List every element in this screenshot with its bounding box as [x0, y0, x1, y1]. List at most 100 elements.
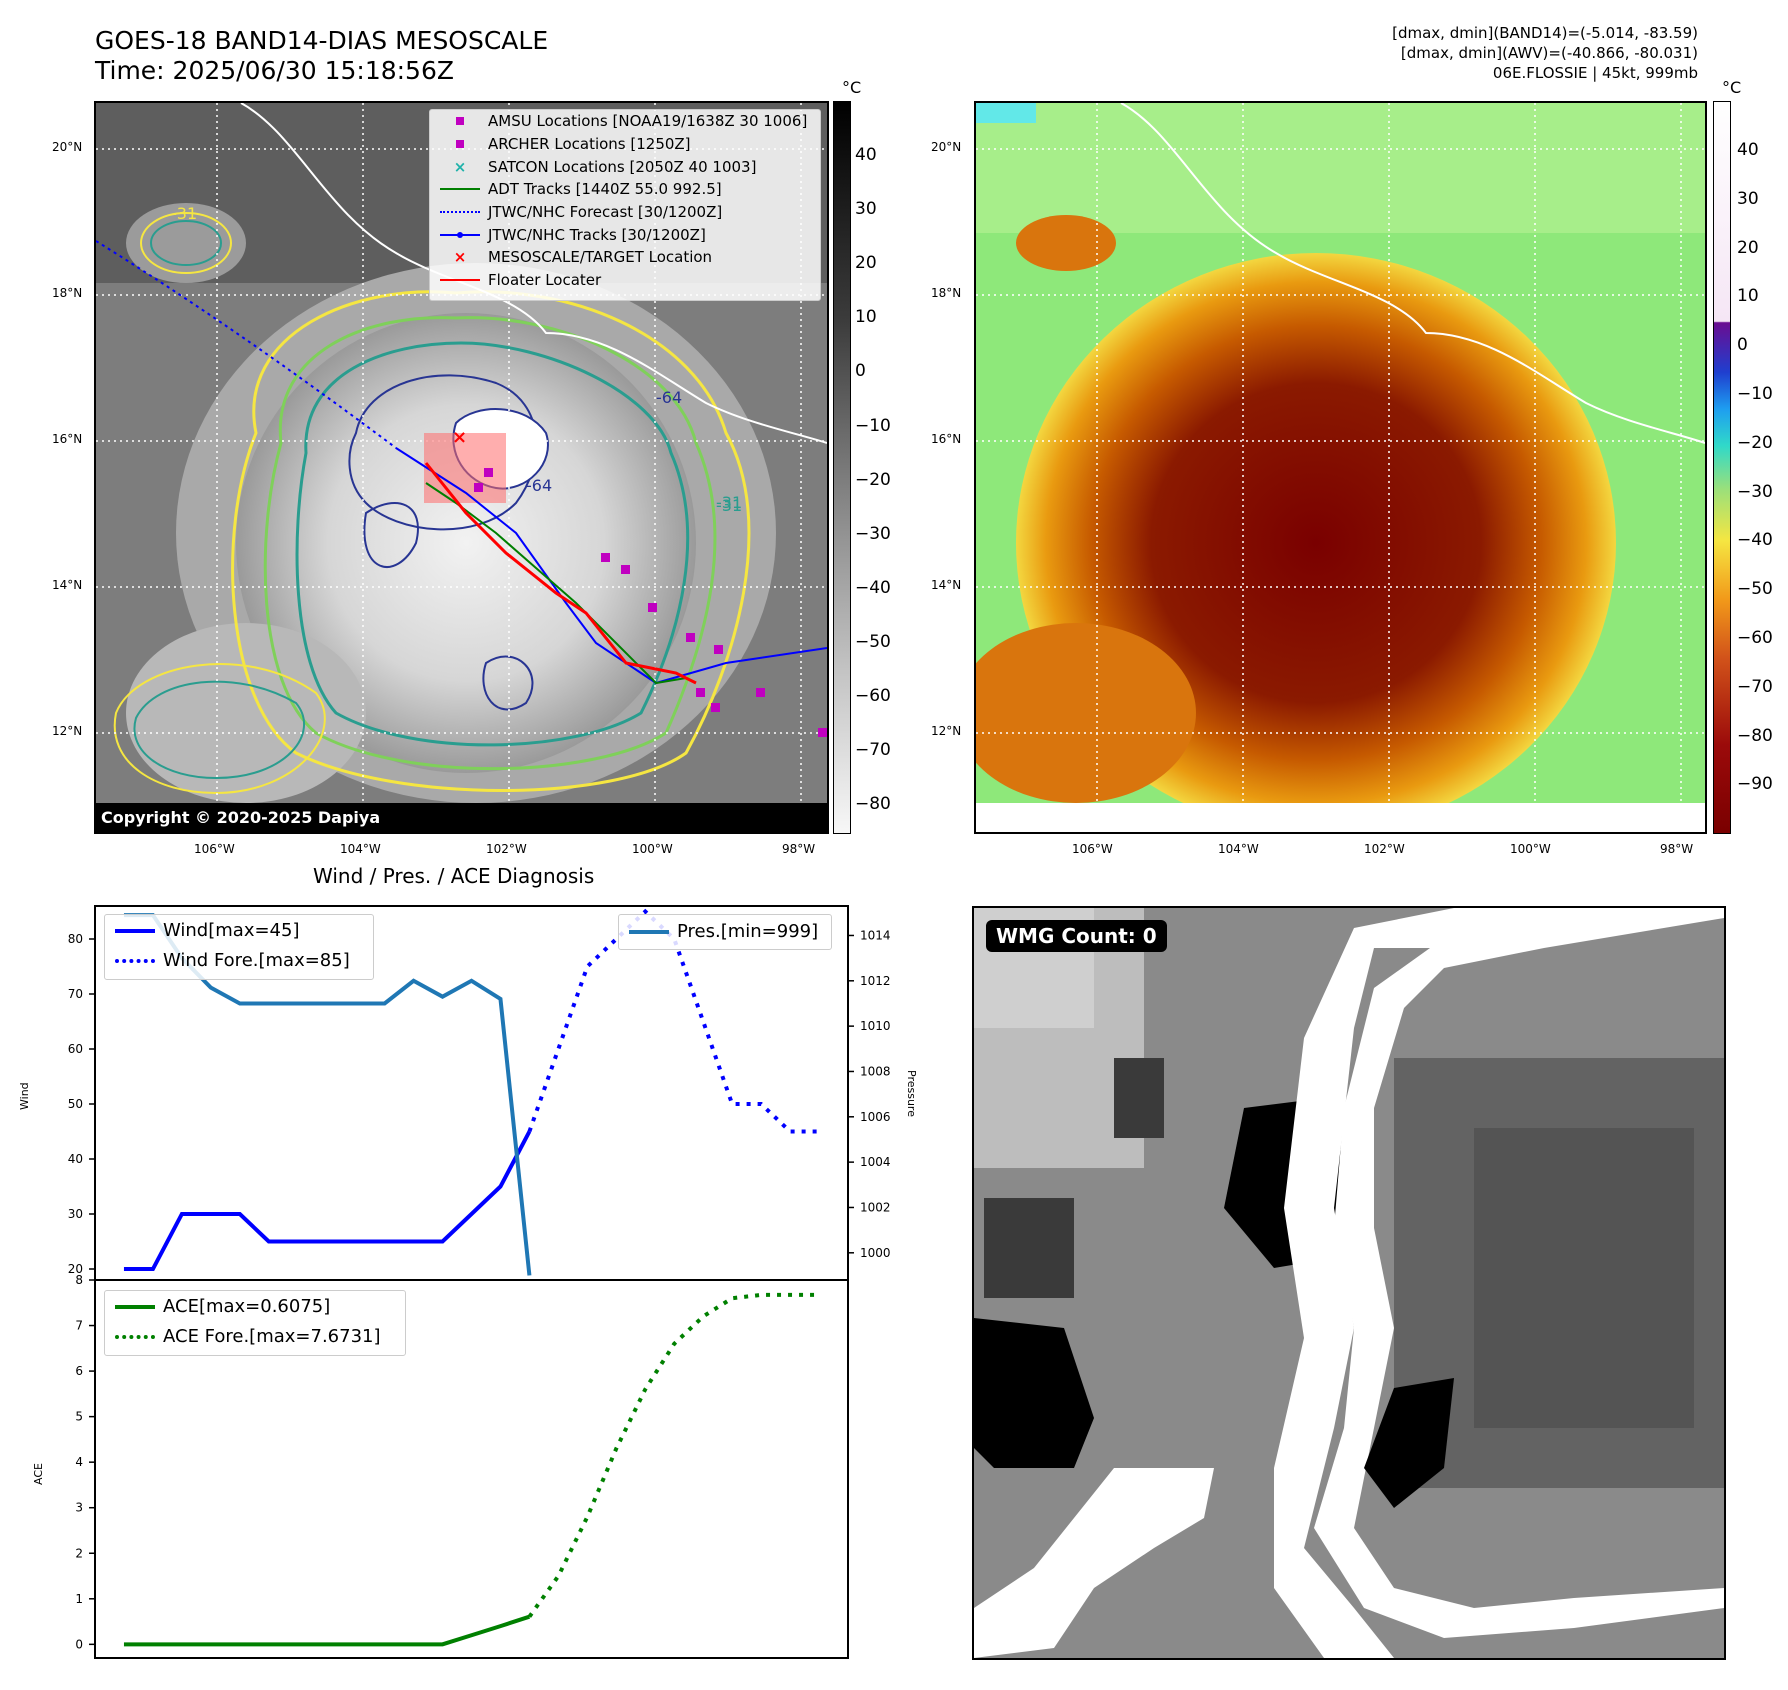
line-icon [440, 182, 480, 196]
svg-text:×: × [452, 427, 467, 448]
y-tick-label: 1 [75, 1592, 83, 1606]
y-tick-label: 70 [68, 987, 83, 1001]
square-marker-icon [440, 137, 480, 151]
series-line [527, 1292, 820, 1618]
lat-label: 14°N [931, 578, 962, 592]
contour-label: -64 [656, 388, 682, 407]
colorbar-tick-label: 30 [855, 199, 877, 220]
contour-label: -64 [526, 476, 552, 495]
legend-item: Wind Fore.[max=85] [105, 945, 373, 975]
ace-axes-frame [94, 1279, 849, 1659]
lat-label: 12°N [52, 724, 83, 738]
diagnosis-title: Wind / Pres. / ACE Diagnosis [313, 864, 595, 888]
colorbar-tick-label: −30 [855, 523, 891, 544]
pressure-ylabel: Pressure [905, 1070, 918, 1117]
y-tick-label: 40 [68, 1152, 83, 1166]
wind-ylabel: Wind [18, 1082, 31, 1110]
legend-item: Floater Locater [430, 269, 820, 292]
dmax-band14: [dmax, dmin](BAND14)=(-5.014, -83.59) [1392, 24, 1698, 42]
square-marker-icon [440, 114, 480, 128]
colorbar-tick-label: 20 [1737, 237, 1759, 258]
lon-label: 104°W [1218, 842, 1259, 856]
legend-item: Wind[max=45] [105, 915, 373, 945]
dotted-line-icon [115, 1329, 155, 1343]
lat-label: 16°N [931, 432, 962, 446]
colorbar-tick-label: −70 [855, 740, 891, 761]
colorbar-tick-label: −10 [1737, 384, 1773, 404]
ir-colorbar [833, 101, 851, 834]
storm-info: 06E.FLOSSIE | 45kt, 999mb [1492, 64, 1698, 82]
series-line [527, 908, 820, 1134]
x-marker-icon: × [453, 157, 467, 176]
y-tick-label: 2 [75, 1546, 83, 1560]
y-tick-label: 30 [68, 1207, 83, 1221]
y-tick-label: 3 [75, 1501, 83, 1515]
lon-label: 100°W [632, 842, 673, 856]
line-icon [629, 924, 669, 938]
lon-label: 98°W [782, 842, 816, 856]
lat-label: 16°N [52, 432, 83, 446]
dmax-awv: [dmax, dmin](AWV)=(-40.866, -80.031) [1400, 44, 1698, 62]
wind-legend: Wind[max=45] Wind Fore.[max=85] [104, 914, 374, 980]
awv-colorbar-unit: °C [1722, 78, 1742, 97]
y-tick-label: 0 [75, 1637, 83, 1651]
awv-map-image [976, 103, 1705, 832]
lat-label: 18°N [52, 286, 83, 300]
y-tick-label: 4 [75, 1455, 83, 1469]
ace-legend: ACE[max=0.6075] ACE Fore.[max=7.6731] [104, 1290, 406, 1356]
lon-label: 104°W [340, 842, 381, 856]
lat-label: 20°N [931, 140, 962, 154]
legend-item: ACE Fore.[max=7.6731] [105, 1321, 405, 1351]
ir-map-panel: -31 -31 -64 -64 -31 × Copyright © 2020-2… [94, 101, 829, 834]
y-tick-label: 7 [75, 1319, 83, 1333]
colorbar-tick-label: −60 [855, 686, 891, 706]
contour-label: -31 [716, 496, 742, 515]
lon-label: 98°W [1660, 842, 1694, 856]
y-tick-label: 8 [75, 1273, 83, 1287]
lat-label: 12°N [931, 724, 962, 738]
line-icon [115, 923, 155, 937]
lon-label: 106°W [1072, 842, 1113, 856]
colorbar-tick-label: 0 [1737, 335, 1748, 356]
y-right-tick-label: 1000 [860, 1246, 891, 1260]
ace-ylabel: ACE [32, 1463, 45, 1485]
colorbar-tick-label: −80 [1737, 725, 1773, 746]
lon-label: 102°W [486, 842, 527, 856]
figure-title-line2: Time: 2025/06/30 15:18:56Z [95, 56, 454, 85]
colorbar-tick-label: −50 [1737, 579, 1773, 600]
y-right-tick-label: 1004 [860, 1155, 891, 1169]
awv-map-panel [974, 101, 1707, 834]
colorbar-tick-label: 40 [1737, 140, 1759, 160]
pressure-legend: Pres.[min=999] [618, 914, 832, 950]
colorbar-tick-label: −50 [855, 631, 891, 652]
colorbar-tick-label: −20 [1737, 432, 1773, 453]
y-right-tick-label: 1006 [860, 1110, 891, 1124]
lat-label: 18°N [931, 286, 962, 300]
wmg-count-badge: WMG Count: 0 [986, 920, 1167, 952]
lat-label: 14°N [52, 578, 83, 592]
dotted-line-icon [440, 205, 480, 219]
y-right-tick-label: 1002 [860, 1200, 891, 1214]
y-tick-label: 20 [68, 1262, 83, 1276]
y-right-tick-label: 1008 [860, 1064, 891, 1078]
colorbar-tick-label: 40 [855, 145, 877, 165]
colorbar-tick-label: −40 [855, 577, 891, 598]
line-dot-icon [440, 228, 480, 242]
colorbar-tick-label: −90 [1737, 774, 1773, 795]
legend-item: ADT Tracks [1440Z 55.0 992.5] [430, 178, 820, 201]
colorbar-tick-label: −70 [1737, 676, 1773, 697]
legend-item: JTWC/NHC Forecast [30/1200Z] [430, 201, 820, 224]
colorbar-tick-label: −60 [1737, 628, 1773, 648]
legend-item: Pres.[min=999] [619, 915, 831, 947]
figure-title-line1: GOES-18 BAND14-DIAS MESOSCALE [95, 26, 549, 55]
colorbar-tick-label: 20 [855, 253, 877, 274]
y-tick-label: 6 [75, 1364, 83, 1378]
line-icon [115, 1299, 155, 1313]
lon-label: 102°W [1364, 842, 1405, 856]
colorbar-tick-label: −20 [855, 469, 891, 490]
contour-label: -31 [171, 204, 197, 223]
lon-label: 106°W [194, 842, 235, 856]
y-right-tick-label: 1014 [860, 928, 891, 942]
wmg-panel: WMG Count: 0 [972, 906, 1726, 1660]
legend-item: ACE[max=0.6075] [105, 1291, 405, 1321]
